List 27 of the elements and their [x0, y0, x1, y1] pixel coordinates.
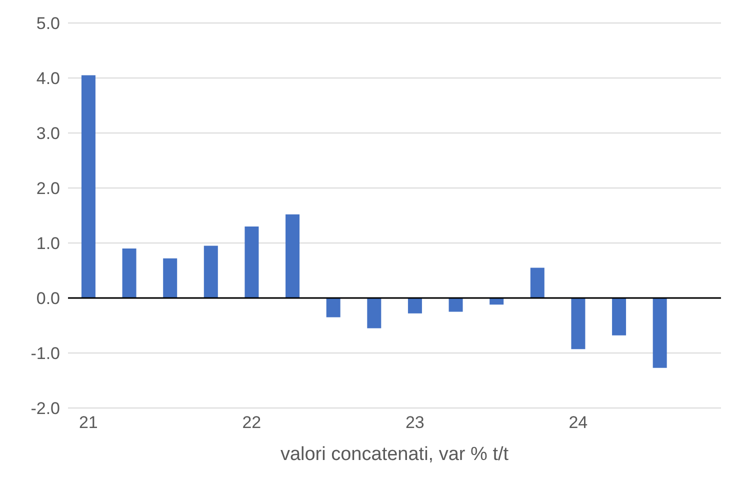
y-tick-label: -1.0 — [30, 344, 60, 364]
bar — [448, 298, 463, 312]
bar — [122, 248, 136, 298]
bar — [367, 298, 382, 328]
bar — [81, 75, 96, 298]
y-tick-label: 1.0 — [36, 234, 60, 254]
y-tick-label: 5.0 — [36, 14, 60, 34]
y-tick-label: 4.0 — [36, 69, 60, 88]
bar — [612, 298, 626, 336]
bar — [286, 214, 300, 298]
bar — [571, 298, 586, 350]
bar — [204, 246, 218, 298]
bar — [530, 268, 544, 298]
x-tick-label: 23 — [405, 413, 424, 432]
bar — [408, 298, 422, 314]
x-tick-label: 21 — [78, 413, 98, 432]
y-tick-label: 3.0 — [36, 124, 60, 144]
x-tick-label: 22 — [242, 413, 262, 432]
bar — [652, 298, 667, 368]
x-axis-title: valori concatenati, var % t/t — [280, 444, 510, 465]
x-tick-label: 24 — [568, 413, 588, 432]
y-tick-label: -2.0 — [30, 399, 60, 418]
y-tick-label: 2.0 — [36, 179, 60, 198]
bar — [244, 226, 259, 298]
y-tick-label: 0.0 — [36, 289, 60, 308]
bar — [326, 298, 340, 318]
bar — [163, 258, 178, 298]
